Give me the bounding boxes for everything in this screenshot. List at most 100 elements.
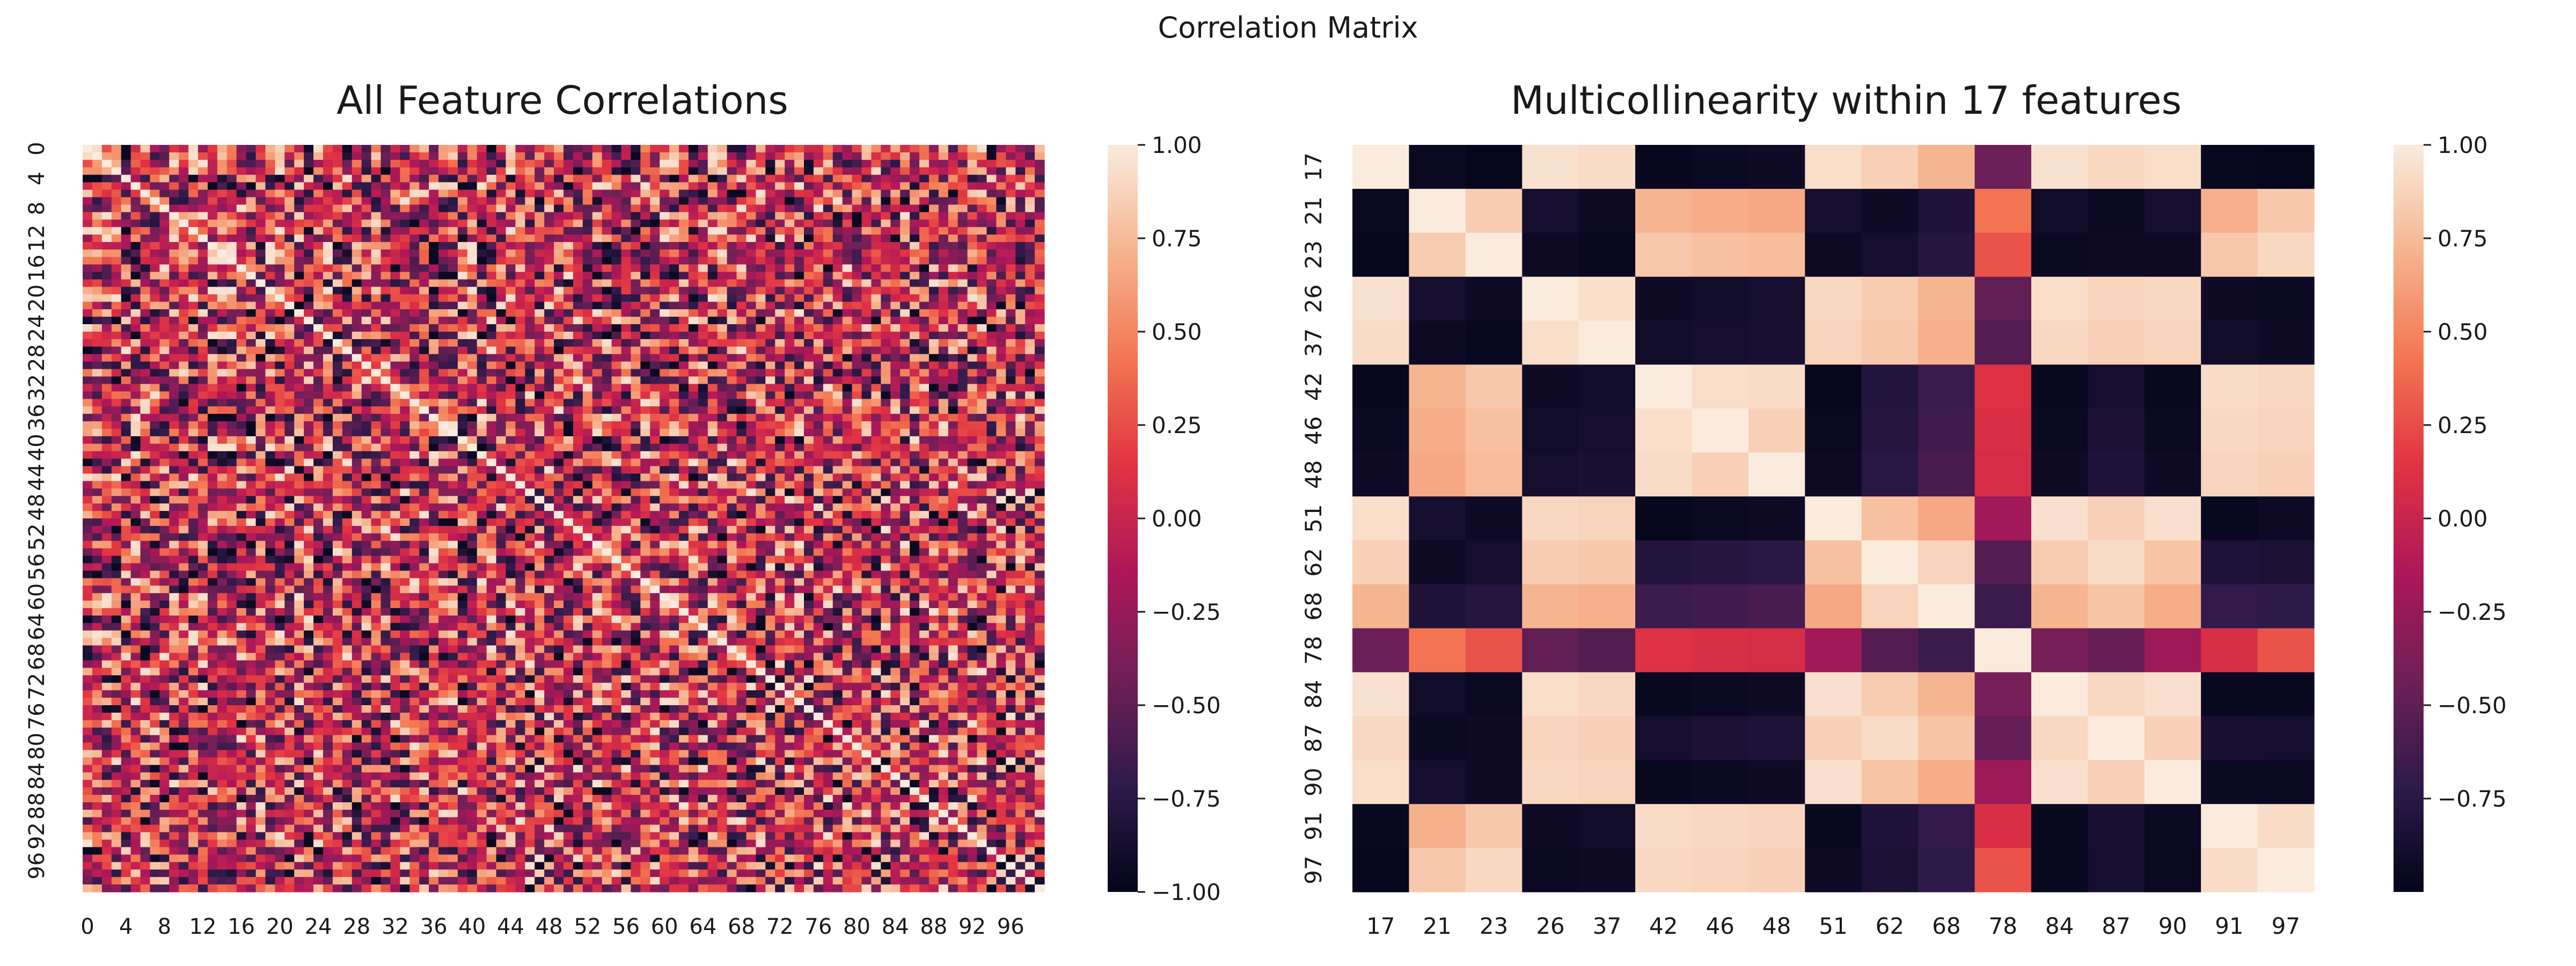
heatmap-cell	[679, 235, 689, 243]
heatmap-cell	[332, 421, 343, 429]
heatmap-cell	[957, 436, 968, 444]
heatmap-cell	[977, 384, 987, 392]
heatmap-cell	[717, 257, 728, 265]
heatmap-cell	[631, 145, 641, 153]
heatmap-cell	[621, 466, 632, 474]
heatmap-cell	[207, 241, 218, 250]
heatmap-cell	[554, 235, 564, 243]
heatmap-cell	[92, 145, 103, 153]
heatmap-cell	[496, 496, 507, 504]
heatmap-cell	[515, 189, 525, 198]
heatmap-cell	[919, 376, 930, 385]
heatmap-cell	[352, 264, 362, 273]
heatmap-cell	[188, 496, 199, 504]
heatmap-cell	[179, 346, 189, 355]
heatmap-cell	[467, 466, 478, 474]
heatmap-cell	[198, 324, 208, 332]
heatmap-cell	[159, 332, 170, 340]
heatmap-cell	[332, 488, 343, 496]
heatmap-cell	[938, 317, 949, 325]
heatmap-cell	[582, 309, 593, 317]
heatmap-cell	[756, 332, 766, 340]
heatmap-cell	[727, 159, 737, 168]
heatmap-cell	[332, 399, 343, 407]
heatmap-cell	[669, 287, 679, 295]
heatmap-cell	[409, 346, 420, 355]
heatmap-cell	[823, 391, 833, 399]
heatmap-cell	[159, 361, 170, 370]
heatmap-cell	[477, 332, 487, 340]
heatmap-cell	[736, 414, 747, 422]
heatmap-cell	[294, 159, 304, 168]
heatmap-cell	[967, 406, 978, 414]
heatmap-cell	[640, 159, 650, 168]
heatmap-cell	[294, 204, 304, 213]
heatmap-cell	[371, 354, 382, 362]
heatmap-cell	[467, 241, 478, 250]
heatmap-cell	[679, 339, 689, 347]
heatmap-cell	[765, 197, 775, 205]
heatmap-cell	[554, 197, 564, 205]
heatmap-cell	[813, 481, 824, 489]
heatmap-cell	[313, 167, 324, 175]
heatmap-cell	[140, 414, 151, 422]
heatmap-cell	[919, 361, 930, 370]
heatmap-cell	[506, 369, 516, 377]
heatmap-cell	[92, 339, 103, 347]
heatmap-cell	[1015, 302, 1026, 310]
heatmap-cell	[217, 174, 228, 183]
heatmap-cell	[342, 241, 353, 250]
heatmap-cell	[467, 287, 478, 295]
heatmap-cell	[217, 294, 228, 302]
heatmap-cell	[1006, 272, 1016, 280]
heatmap-cell	[226, 481, 237, 489]
heatmap-cell	[756, 317, 766, 325]
heatmap-cell	[275, 189, 285, 198]
heatmap-cell	[525, 361, 535, 370]
heatmap-cell	[535, 257, 545, 265]
heatmap-cell	[1006, 399, 1016, 407]
heatmap-cell	[813, 152, 824, 160]
heatmap-cell	[564, 436, 574, 444]
heatmap-cell	[101, 391, 112, 399]
heatmap-cell	[746, 436, 756, 444]
heatmap-cell	[448, 279, 458, 288]
heatmap-cell	[275, 406, 285, 414]
heatmap-cell	[746, 189, 756, 198]
heatmap-cell	[342, 174, 353, 183]
heatmap-cell	[977, 399, 987, 407]
heatmap-cell	[775, 503, 785, 511]
heatmap-cell	[467, 458, 478, 467]
heatmap-cell	[775, 317, 785, 325]
heatmap-cell	[371, 443, 382, 452]
heatmap-cell	[698, 436, 708, 444]
heatmap-cell	[756, 391, 766, 399]
heatmap-cell	[861, 152, 872, 160]
heatmap-cell	[688, 451, 699, 459]
heatmap-cell	[265, 279, 275, 288]
heatmap-cell	[246, 159, 257, 168]
heatmap-cell	[352, 272, 362, 280]
heatmap-cell	[813, 466, 824, 474]
heatmap-cell	[371, 369, 382, 377]
heatmap-cell	[390, 241, 400, 250]
heatmap-cell	[928, 361, 939, 370]
heatmap-cell	[535, 421, 545, 429]
heatmap-cell	[409, 212, 420, 220]
heatmap-cell	[794, 204, 804, 213]
heatmap-cell	[477, 421, 487, 429]
heatmap-cell	[525, 399, 535, 407]
heatmap-cell	[246, 324, 257, 332]
heatmap-cell	[515, 317, 525, 325]
heatmap-cell	[515, 332, 525, 340]
heatmap-cell	[785, 451, 795, 459]
heatmap-cell	[852, 406, 862, 414]
heatmap-cell	[294, 339, 304, 347]
heatmap-cell	[717, 174, 728, 183]
heatmap-cell	[621, 219, 632, 228]
heatmap-cell	[150, 458, 160, 467]
heatmap-cell	[140, 189, 151, 198]
heatmap-cell	[582, 272, 593, 280]
heatmap-cell	[621, 189, 632, 198]
heatmap-cell	[621, 354, 632, 362]
